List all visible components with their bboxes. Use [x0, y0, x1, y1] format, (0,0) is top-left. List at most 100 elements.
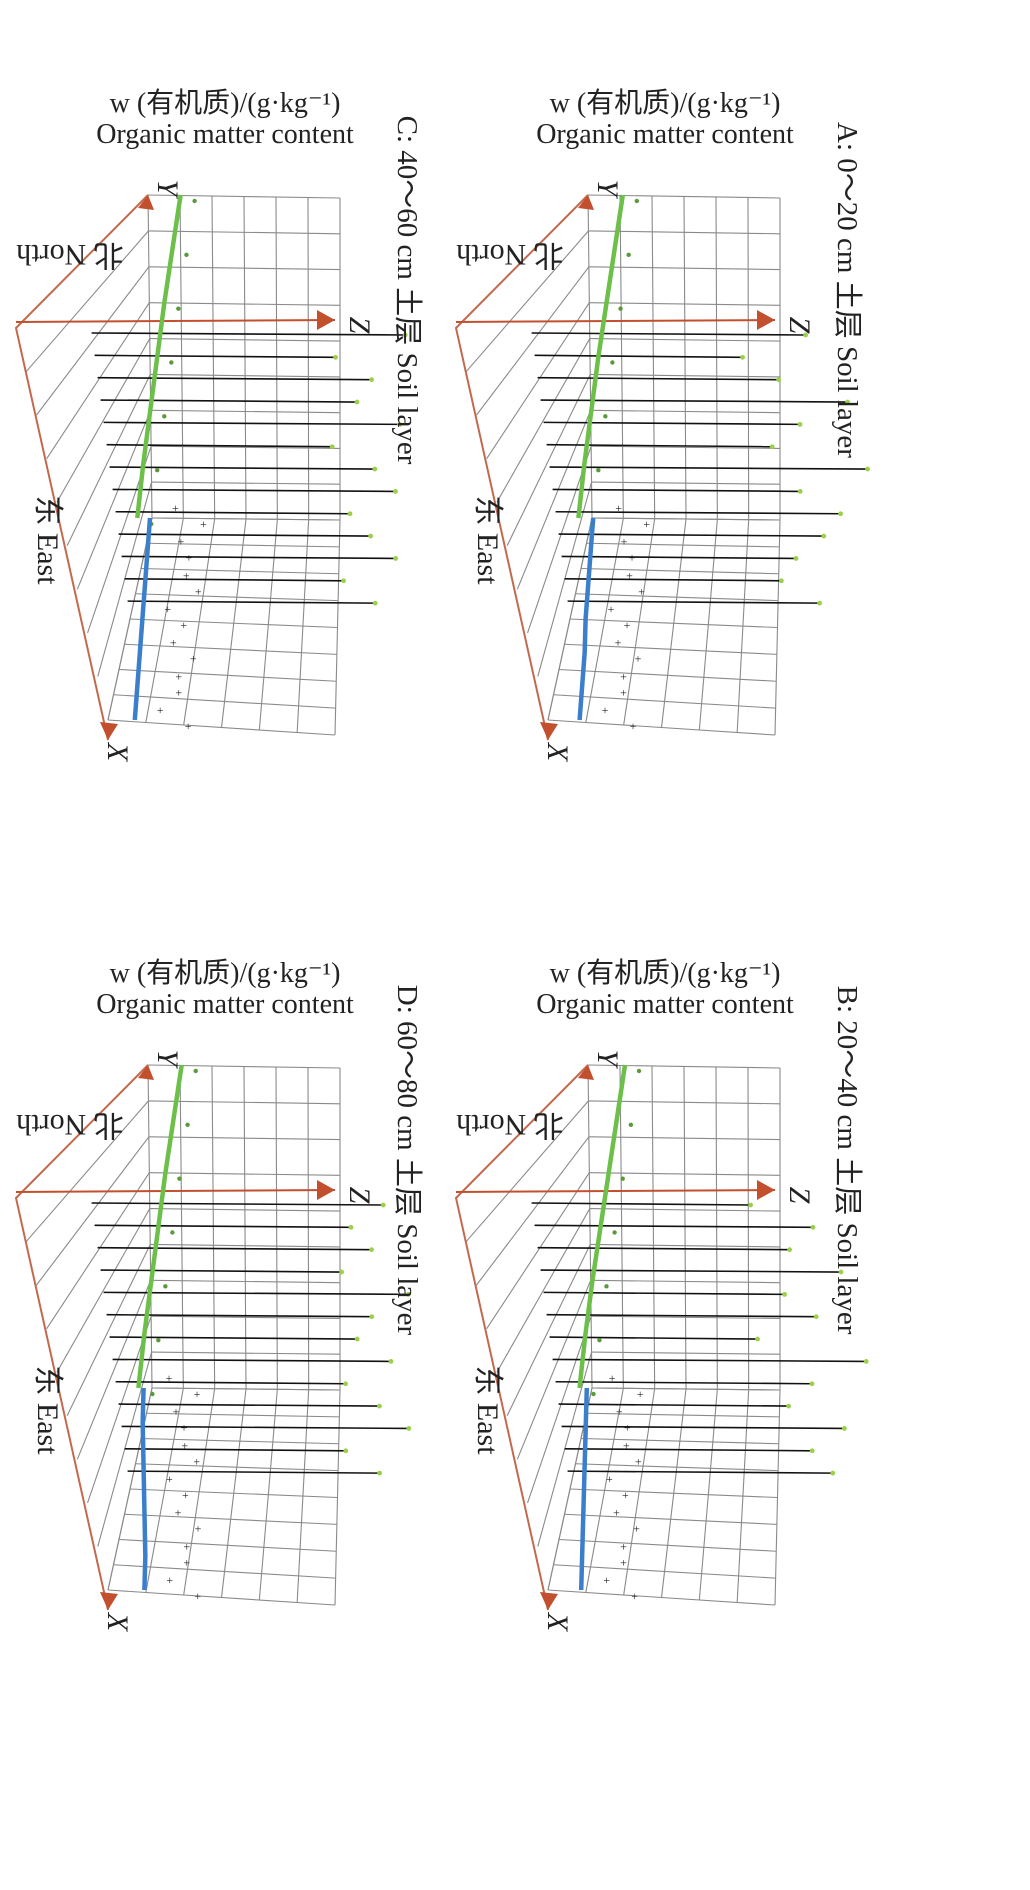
floor-gridline	[146, 542, 340, 548]
blue-point: +	[606, 1472, 613, 1486]
stick-point	[810, 1224, 816, 1230]
wall-gridline	[150, 1243, 341, 1248]
blue-point: +	[166, 1573, 173, 1587]
floor-gridline	[553, 694, 776, 709]
z-axis	[455, 319, 776, 323]
stick-point	[372, 600, 378, 606]
z-axis-label: Z	[343, 317, 376, 334]
y-arrow-icon	[578, 1065, 594, 1080]
stick-mark	[106, 1313, 372, 1318]
blue-point: +	[195, 584, 202, 598]
stick-point	[393, 489, 398, 494]
green-point	[169, 360, 174, 365]
stick-mark	[118, 533, 371, 537]
stick-mark	[555, 510, 841, 515]
blue-point: +	[608, 602, 615, 616]
floor-gridline	[575, 1463, 779, 1472]
floor-gridline	[575, 593, 779, 602]
y-axis-label: Y	[591, 1050, 624, 1070]
z-axis-label: Z	[343, 1187, 376, 1204]
floor-gridline	[129, 1488, 338, 1499]
wall-gridline	[149, 338, 341, 342]
stick-point	[369, 1314, 375, 1320]
wall-gridline	[590, 409, 781, 414]
green-point	[604, 1284, 609, 1289]
x-axis-label: X	[541, 1612, 574, 1633]
blue-point: +	[173, 1405, 180, 1419]
stick-mark	[549, 1336, 758, 1340]
blue-point: +	[624, 618, 631, 632]
blue-point: +	[609, 1371, 616, 1385]
side-gridline	[527, 1316, 592, 1504]
grid-lines	[455, 194, 781, 736]
side-gridline	[547, 517, 593, 721]
stick-point	[782, 1291, 787, 1297]
floor-gridline	[113, 1564, 336, 1579]
y-axis-label: Y	[151, 180, 184, 200]
wall-gridline	[589, 1172, 781, 1176]
stick-point	[809, 1381, 815, 1387]
stick-mark	[127, 1470, 380, 1474]
blue-point: +	[621, 535, 628, 549]
north-label: 北 North	[456, 1108, 564, 1141]
blue-point: +	[172, 501, 179, 515]
z-label-cn: w (有机质)/(g·kg⁻¹)	[110, 957, 341, 989]
wall-gridline	[589, 302, 781, 306]
blue-point: +	[183, 1555, 190, 1569]
side-gridline	[465, 230, 589, 372]
stick-mark	[100, 399, 358, 403]
stick-point	[339, 1269, 344, 1275]
stick-point	[354, 1336, 360, 1342]
green-point	[163, 1284, 168, 1289]
floor-gridline	[553, 1564, 776, 1579]
stick-mark	[97, 1246, 372, 1251]
z-label-en: Organic matter content	[96, 989, 354, 1020]
wall-gridline	[715, 196, 718, 520]
green-point	[620, 1176, 625, 1181]
panel-title: B: 20～40 cm 土层 Soil layer	[831, 986, 864, 1335]
stick-mark	[561, 1425, 845, 1430]
east-label: 东 East	[31, 1365, 64, 1455]
blue-point: +	[620, 669, 627, 683]
side-gridline	[527, 446, 592, 634]
stick-point	[842, 1426, 847, 1431]
side-gridline	[66, 1244, 151, 1417]
green-trend-line	[576, 194, 626, 519]
green-trend-line	[577, 1064, 628, 1389]
green-point	[162, 414, 167, 419]
blue-point: +	[602, 703, 609, 717]
stick-mark	[100, 1269, 342, 1273]
green-point	[634, 198, 639, 204]
side-gridline	[76, 1280, 152, 1460]
green-point	[155, 467, 160, 473]
floor-gridline	[118, 668, 337, 682]
north-label: 北 North	[16, 238, 124, 271]
wall-gridline	[149, 302, 341, 306]
blue-point: +	[629, 551, 636, 565]
x-arrow-icon	[100, 1592, 118, 1610]
wall-gridline	[150, 409, 341, 414]
wall-gridline	[591, 481, 781, 485]
side-gridline	[46, 302, 150, 459]
blue-point: +	[181, 1421, 188, 1435]
green-point	[177, 1176, 182, 1181]
wall-gridline	[211, 1065, 216, 1389]
blue-trend-line	[578, 1387, 590, 1591]
side-gridline	[36, 1136, 150, 1286]
stick-point	[402, 332, 408, 338]
wall-gridline	[590, 1243, 781, 1248]
green-point	[618, 306, 623, 311]
stick-point	[380, 1202, 386, 1208]
floor-gridline	[569, 618, 778, 629]
data-sticks	[91, 332, 408, 606]
stick-point	[343, 1448, 349, 1454]
side-gridline	[465, 1100, 589, 1242]
green-point	[610, 360, 615, 365]
stick-mark	[567, 600, 820, 604]
floor-gridline	[151, 1387, 341, 1391]
green-point	[185, 1122, 190, 1128]
stick-point	[817, 600, 822, 606]
blue-point: +	[175, 1506, 182, 1520]
floor-gridline	[558, 668, 777, 682]
wall-gridline	[307, 1067, 310, 1390]
